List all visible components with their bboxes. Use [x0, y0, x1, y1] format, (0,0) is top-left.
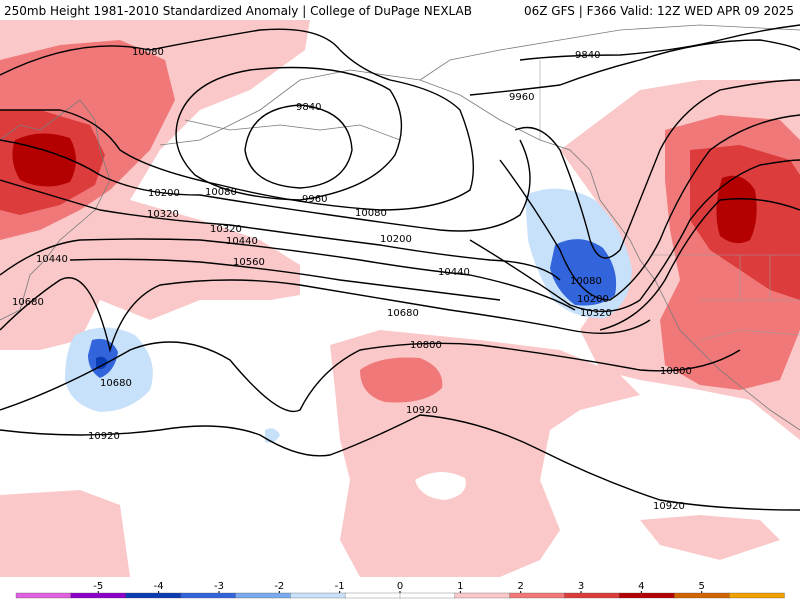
colorbar-swatch — [619, 592, 675, 599]
negative-anomaly-dark — [96, 356, 108, 370]
contour-10440-a — [0, 238, 576, 311]
contour-label: 10080 — [132, 47, 164, 58]
colorbar-swatch — [454, 592, 511, 599]
colorbar-ticks: -5 -4 -3 -2 -1 0 1 2 3 4 5 — [93, 581, 705, 593]
contour-label: 10920 — [88, 431, 120, 442]
contour-label: 10440 — [438, 267, 470, 278]
colorbar-swatch — [399, 592, 456, 599]
contour-label: 10560 — [233, 257, 265, 268]
contour-10920 — [0, 414, 800, 511]
contour-label: 10440 — [36, 254, 68, 265]
colorbar-tick-label: 1 — [457, 581, 463, 592]
colorbar-tick-label: 4 — [638, 581, 644, 592]
anomaly-colorbar: -5 -4 -3 -2 -1 0 1 2 3 4 5 — [15, 581, 785, 599]
contour-trough-east-2 — [499, 114, 800, 301]
colorbar-swatch — [15, 592, 72, 599]
colorbar-swatch — [728, 592, 785, 599]
colorbar-tick-label: 0 — [397, 581, 403, 592]
colorbar-tick-label: -2 — [274, 581, 284, 592]
contour-label: 10320 — [580, 308, 612, 319]
contour-label: 10320 — [210, 224, 242, 235]
contour-label: 9960 — [509, 92, 534, 103]
contour-9840-west — [244, 104, 353, 189]
colorbar-swatch — [180, 592, 237, 599]
contour-label: 10080 — [205, 187, 237, 198]
colorbar-tick-label: -1 — [335, 581, 345, 592]
contour-10200-a — [0, 139, 531, 232]
colorbar-tick-label: 2 — [517, 581, 523, 592]
contour-label: 10320 — [147, 209, 179, 220]
contour-9960-west — [175, 66, 403, 201]
contour-label: 9960 — [302, 194, 327, 205]
colorbar-swatch — [509, 592, 566, 599]
contour-label: 10680 — [100, 378, 132, 389]
height-contours — [0, 24, 800, 511]
contour-9840-east — [519, 24, 800, 61]
colorbar-swatch — [125, 592, 182, 599]
contour-label: 10080 — [570, 276, 602, 287]
contour-label: 10680 — [387, 308, 419, 319]
coastlines — [0, 24, 800, 431]
contour-label: 10800 — [660, 366, 692, 377]
colorbar-tick-label: -3 — [214, 581, 224, 592]
contour-label: 10800 — [410, 340, 442, 351]
contour-label: 10200 — [148, 188, 180, 199]
contour-10320-a — [0, 179, 561, 281]
contour-label: 10200 — [577, 294, 609, 305]
neutral-patch — [415, 471, 466, 500]
contour-label: 9840 — [296, 102, 321, 113]
colorbar-swatch — [235, 592, 291, 599]
contour-10080-a — [0, 28, 474, 211]
contour-label: 9840 — [575, 50, 600, 61]
contour-9960-east — [469, 39, 800, 96]
contour-trough-east-1 — [514, 79, 800, 259]
colorbar-tick-label: -4 — [154, 581, 164, 592]
contour-label: 10080 — [355, 208, 387, 219]
contour-10680-a — [0, 277, 651, 353]
map-header: 250mb Height 1981-2010 Standardized Anom… — [0, 0, 800, 20]
contour-label: 10920 — [406, 405, 438, 416]
colorbar-swatch — [290, 592, 346, 599]
contour-ridge-east — [599, 198, 800, 331]
colorbar-tick-label: 5 — [699, 581, 705, 592]
anomaly-map: 10080 9840 9960 10080 10200 10320 10440 … — [0, 20, 800, 577]
map-title: 250mb Height 1981-2010 Standardized Anom… — [4, 4, 472, 18]
colorbar-swatches — [15, 592, 785, 599]
contour-trough-east-3 — [469, 159, 800, 313]
contour-10560 — [69, 258, 501, 301]
contour-label: 10680 — [12, 297, 44, 308]
model-run-info: 06Z GFS | F366 Valid: 12Z WED APR 09 202… — [523, 4, 794, 18]
contour-label: 10200 — [380, 234, 412, 245]
colorbar-swatch — [344, 592, 401, 599]
positive-anomaly-max — [12, 133, 757, 244]
borders — [539, 60, 800, 341]
colorbar-swatch — [70, 592, 127, 599]
colorbar-swatch — [564, 592, 621, 599]
colorbar-swatch — [674, 592, 730, 599]
contour-10800 — [0, 341, 741, 412]
colorbar-tick-label: -5 — [93, 581, 103, 592]
contour-label: 10920 — [653, 501, 685, 512]
colorbar-tick-label: 3 — [578, 581, 584, 592]
contour-labels: 10080 9840 9960 10080 10200 10320 10440 … — [12, 47, 692, 512]
contour-label: 10440 — [226, 236, 258, 247]
